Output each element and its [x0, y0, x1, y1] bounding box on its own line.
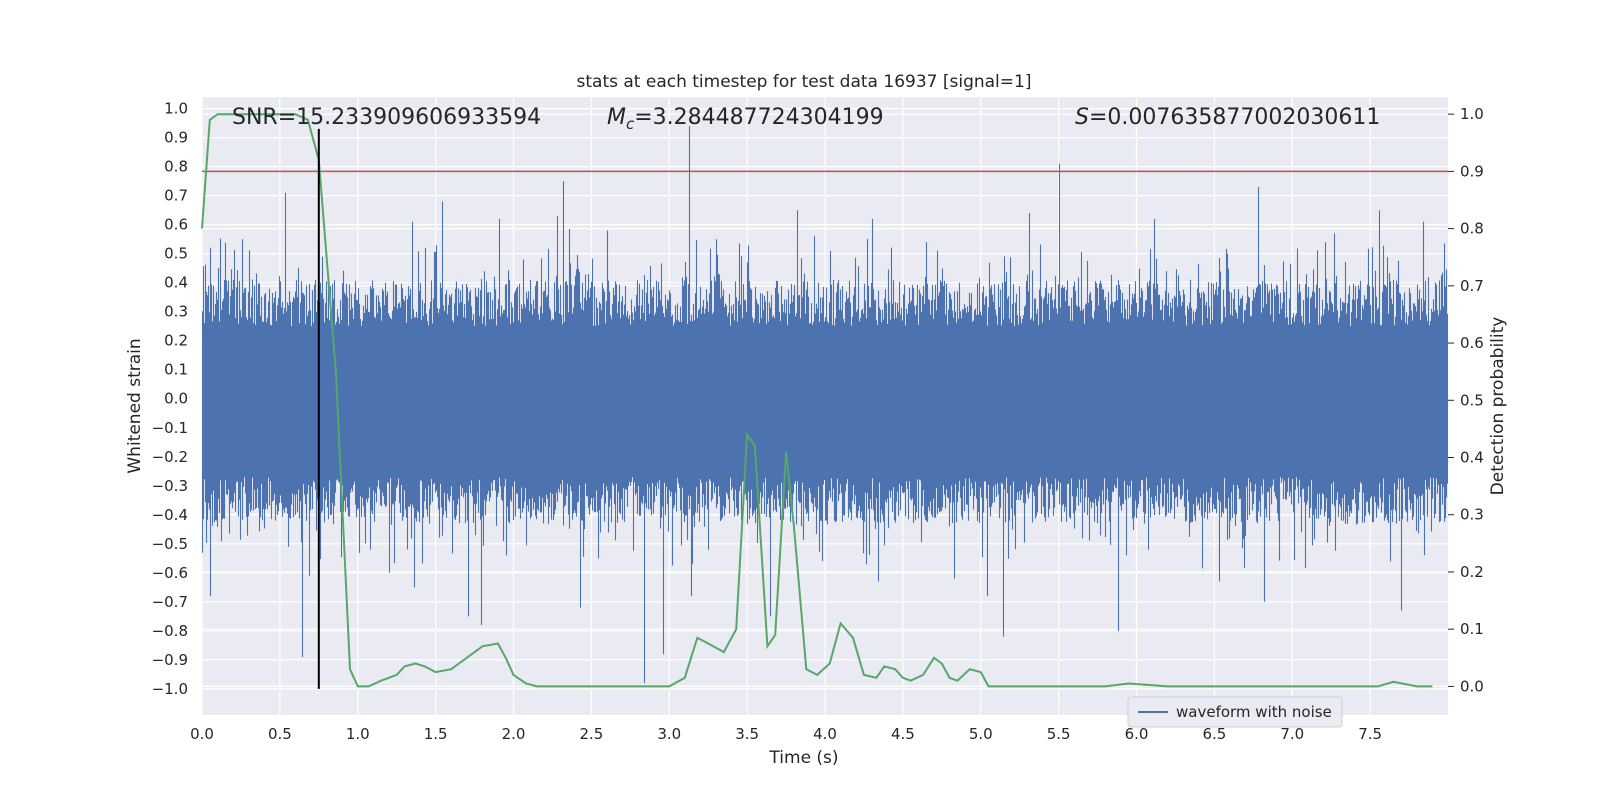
- y-right-tick-label: 0.6: [1460, 334, 1484, 352]
- y-right-tick-label: 0.2: [1460, 563, 1484, 581]
- y-left-ticks: 1.0 0.9 0.8 0.7 0.6 0.5 0.4 0.3 0.2 0.1 0.0 −0.1 −0.…: [152, 100, 188, 698]
- y-left-tick-label: 0.4: [164, 274, 188, 292]
- s-symbol: S: [1075, 105, 1089, 130]
- y-left-tick-label: 0.1: [164, 361, 188, 379]
- legend: waveform with noise: [1127, 696, 1343, 728]
- y-right-axis-label: Detection probability: [1488, 317, 1508, 496]
- y-left-tick-label: 0.8: [164, 158, 188, 176]
- y-right-ticks: 0.0 0.1 0.2 0.3 0.4 0.5 0.6 0.7 0.8 0.9 1.0: [1448, 105, 1484, 695]
- y-left-tick-label: 0.7: [164, 187, 188, 205]
- y-right-tick-label: 0.3: [1460, 506, 1484, 524]
- y-right-tick-label: 1.0: [1460, 105, 1484, 123]
- y-left-tick-label: −0.5: [152, 535, 188, 553]
- y-right-tick-label: 0.8: [1460, 220, 1484, 238]
- x-tick-label: 4.5: [891, 725, 915, 743]
- x-ticks: 0.0 0.5 1.0 1.5 2.0 2.5 3.0 3.5 4.0 4.5 5.0 5.5 6.0 6…: [190, 725, 1382, 743]
- x-tick-label: 0.0: [190, 725, 214, 743]
- s-annotation: S=0.007635877002030611: [1075, 105, 1380, 130]
- y-right-tick-label: 0.9: [1460, 162, 1484, 180]
- mc-subscript: c: [626, 115, 635, 133]
- y-left-tick-label: 0.9: [164, 129, 188, 147]
- x-tick-label: 2.5: [579, 725, 603, 743]
- legend-label: waveform with noise: [1176, 703, 1332, 721]
- probability-line: [201, 113, 1433, 688]
- y-right-tick-label: 0.7: [1460, 277, 1484, 295]
- y-left-tick-label: −0.3: [152, 477, 188, 495]
- x-tick-label: 3.0: [657, 725, 681, 743]
- x-tick-label: 2.0: [502, 725, 526, 743]
- y-left-tick-label: 0.2: [164, 332, 188, 350]
- y-left-tick-label: 0.5: [164, 245, 188, 263]
- y-left-tick-label: 0.0: [164, 390, 188, 408]
- y-right-tick-label: 0.5: [1460, 391, 1484, 409]
- y-left-axis-label: Whitened strain: [125, 338, 145, 473]
- y-left-tick-label: 1.0: [164, 100, 188, 118]
- x-tick-label: 5.5: [1047, 725, 1071, 743]
- y-left-tick-label: −0.2: [152, 448, 188, 466]
- y-left-tick-label: −0.7: [152, 593, 188, 611]
- chart-title: stats at each timestep for test data 169…: [577, 72, 1032, 92]
- mc-value: =3.284487724304199: [634, 105, 883, 130]
- y-left-tick-label: −0.9: [152, 651, 188, 669]
- y-left-tick-label: −0.8: [152, 622, 188, 640]
- s-value: =0.007635877002030611: [1089, 105, 1380, 130]
- legend-box: [1127, 696, 1343, 728]
- x-tick-label: 3.5: [735, 725, 759, 743]
- snr-annotation: SNR=15.233909606933594: [232, 105, 541, 130]
- x-tick-label: 7.5: [1358, 725, 1382, 743]
- strain-series: [201, 126, 1449, 684]
- x-axis-label: Time (s): [768, 748, 838, 768]
- y-left-tick-label: 0.3: [164, 303, 188, 321]
- y-left-tick-label: −0.1: [152, 419, 188, 437]
- y-left-tick-label: −1.0: [152, 680, 188, 698]
- x-tick-label: 6.0: [1125, 725, 1149, 743]
- x-tick-label: 5.0: [969, 725, 993, 743]
- x-tick-label: 1.0: [346, 725, 370, 743]
- y-right-tick-label: 0.1: [1460, 620, 1484, 638]
- y-left-tick-label: −0.6: [152, 564, 188, 582]
- x-tick-label: 0.5: [268, 725, 292, 743]
- y-right-tick-label: 0.0: [1460, 677, 1484, 695]
- y-left-tick-label: 0.6: [164, 216, 188, 234]
- mc-symbol: M: [607, 105, 626, 130]
- waveform-with-noise-trace: [201, 126, 1449, 684]
- chirp-mass-annotation: Mc=3.284487724304199: [607, 105, 884, 133]
- x-tick-label: 1.5: [424, 725, 448, 743]
- y-left-tick-label: −0.4: [152, 506, 188, 524]
- x-tick-label: 4.0: [813, 725, 837, 743]
- x-tick-label: 6.5: [1202, 725, 1226, 743]
- x-tick-label: 7.0: [1280, 725, 1304, 743]
- y-right-tick-label: 0.4: [1460, 449, 1484, 467]
